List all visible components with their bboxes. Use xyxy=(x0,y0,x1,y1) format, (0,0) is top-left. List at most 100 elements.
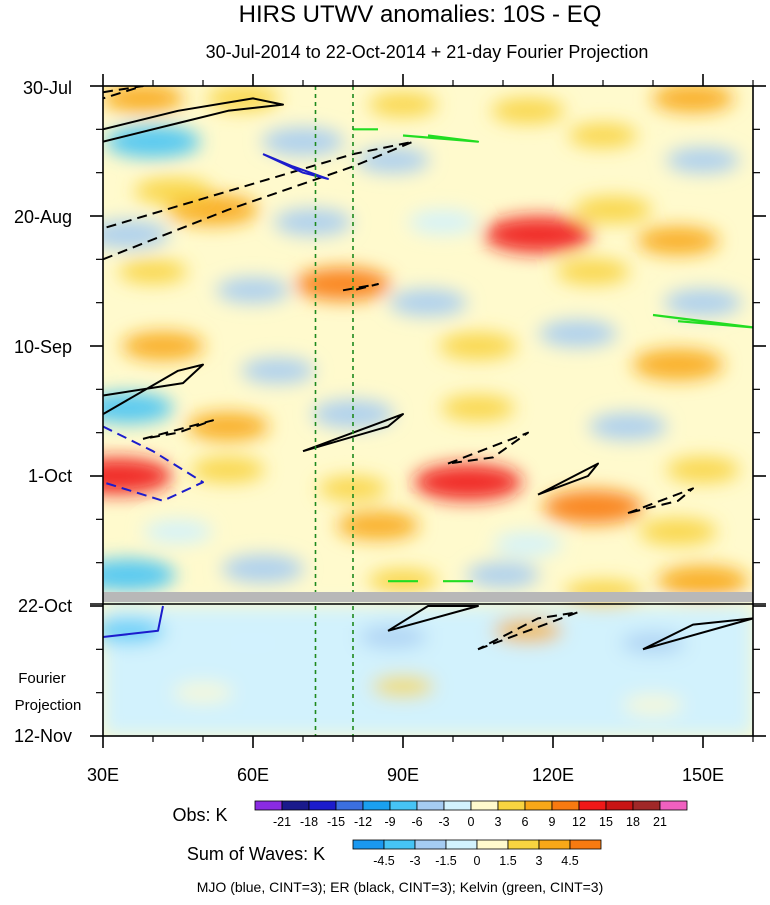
obs-colorbar-label: Obs: K xyxy=(172,805,227,825)
obs-colorbar-swatch xyxy=(632,800,661,811)
anomaly-region xyxy=(666,147,740,174)
waves-colorbar-label: Sum of Waves: K xyxy=(187,844,325,864)
anomaly-region xyxy=(358,624,428,650)
obs-colorbar: Obs: K -21 -18 -15 -12 -9 -6 -3 0 3 6 9 … xyxy=(172,800,688,829)
waves-level-label: -1.5 xyxy=(435,854,457,868)
anomaly-region xyxy=(118,259,188,284)
anomaly-region xyxy=(574,196,652,224)
anomaly-region xyxy=(371,675,435,698)
anomaly-region xyxy=(103,558,176,592)
anomaly-region xyxy=(216,277,290,304)
x-axis-labels: 30E 60E 90E 120E 150E xyxy=(87,765,724,785)
contour-kelvin xyxy=(402,134,480,143)
anomaly-region xyxy=(441,395,515,421)
obs-colorbar-swatch xyxy=(470,800,499,811)
x-tick-label: 60E xyxy=(237,765,269,785)
waves-colorbar-swatch xyxy=(569,839,602,850)
anomaly-region xyxy=(389,289,467,317)
anomaly-region xyxy=(261,127,345,156)
anomaly-region xyxy=(172,681,234,704)
anomaly-region xyxy=(295,267,391,301)
contour-mjo xyxy=(103,605,164,638)
anomaly-region xyxy=(221,554,305,584)
anomaly-region xyxy=(491,97,565,124)
contour-er xyxy=(387,605,479,632)
obs-level-label: 6 xyxy=(522,815,529,829)
anomaly-region xyxy=(466,562,540,588)
waves-colorbar: Sum of Waves: K -4.5 -3 -1.5 0 1.5 3 4.5 xyxy=(187,839,602,868)
anomaly-region xyxy=(103,457,173,495)
anomaly-region xyxy=(356,147,430,174)
obs-colorbar-swatch xyxy=(362,800,391,811)
obs-colorbar-swatches xyxy=(254,800,688,811)
x-tick-label: 30E xyxy=(87,765,119,785)
anomaly-region xyxy=(103,86,185,113)
contour-er xyxy=(447,431,529,465)
obs-level-label: 15 xyxy=(599,815,613,829)
waves-colorbar-levels: -4.5 -3 -1.5 0 1.5 3 4.5 xyxy=(373,854,579,868)
anomaly-region xyxy=(543,489,643,524)
y-tick-label: 1-Oct xyxy=(28,466,72,486)
obs-colorbar-swatch xyxy=(605,800,634,811)
anomaly-region xyxy=(556,258,630,285)
obs-level-label: 3 xyxy=(495,815,502,829)
anomaly-region xyxy=(121,331,205,361)
chart-subtitle: 30-Jul-2014 to 22-Oct-2014 + 21-day Four… xyxy=(206,42,649,62)
waves-colorbar-swatch xyxy=(445,839,478,850)
anomaly-region xyxy=(221,632,285,655)
contour-mjo xyxy=(103,425,204,502)
obs-colorbar-swatch xyxy=(659,800,688,811)
anomaly-region xyxy=(206,86,280,112)
anomaly-region xyxy=(639,518,717,546)
waves-level-label: 3 xyxy=(536,854,543,868)
obs-level-label: -21 xyxy=(273,815,291,829)
contour-er xyxy=(477,611,579,651)
wave-legend-footer: MJO (blue, CINT=3); ER (black, CINT=3); … xyxy=(197,879,604,895)
contour-er xyxy=(642,617,753,651)
contour-er xyxy=(342,283,379,292)
obs-colorbar-swatch xyxy=(254,800,283,811)
waves-colorbar-swatch xyxy=(538,839,571,850)
waves-level-label: -4.5 xyxy=(373,854,395,868)
anomaly-region xyxy=(483,216,593,253)
anomaly-region xyxy=(657,565,749,597)
obs-colorbar-swatch xyxy=(416,800,445,811)
obs-level-label: -6 xyxy=(411,815,422,829)
contour-er xyxy=(103,140,414,261)
anomaly-region xyxy=(103,220,170,249)
x-tick-label: 150E xyxy=(682,765,724,785)
anomaly-region xyxy=(589,412,667,440)
anomaly-region xyxy=(413,463,523,501)
wave-contours xyxy=(103,86,753,651)
obs-level-label: -15 xyxy=(327,815,345,829)
anomaly-region xyxy=(622,694,684,716)
x-tick-label: 90E xyxy=(387,765,419,785)
waves-level-label: -3 xyxy=(409,854,420,868)
contour-mjo xyxy=(262,153,329,180)
obs-colorbar-swatch xyxy=(443,800,472,811)
waves-colorbar-swatch xyxy=(383,839,416,850)
plot-area xyxy=(90,74,766,748)
anomaly-region xyxy=(408,210,478,235)
anomaly-region xyxy=(103,617,165,644)
anomaly-region xyxy=(632,348,724,381)
obs-colorbar-swatch xyxy=(578,800,607,811)
waves-colorbar-swatch xyxy=(352,839,385,850)
obs-colorbar-swatch xyxy=(524,800,553,811)
obs-level-label: -9 xyxy=(384,815,395,829)
waves-colorbar-swatch xyxy=(507,839,540,850)
anomaly-region xyxy=(651,86,735,113)
anomaly-region xyxy=(664,289,742,317)
obs-level-label: -3 xyxy=(438,815,449,829)
anomaly-field xyxy=(103,86,753,736)
contour-er xyxy=(103,86,144,100)
waves-colorbar-swatch xyxy=(476,839,509,850)
contour-er xyxy=(103,363,204,415)
anomaly-region xyxy=(143,519,213,544)
projection-label-line2: Projection xyxy=(15,697,82,714)
anomaly-region xyxy=(186,412,270,441)
anomaly-blobs xyxy=(103,86,753,736)
y-tick-label: 20-Aug xyxy=(14,207,72,227)
obs-level-label: 9 xyxy=(549,815,556,829)
axis-ticks xyxy=(90,74,766,748)
